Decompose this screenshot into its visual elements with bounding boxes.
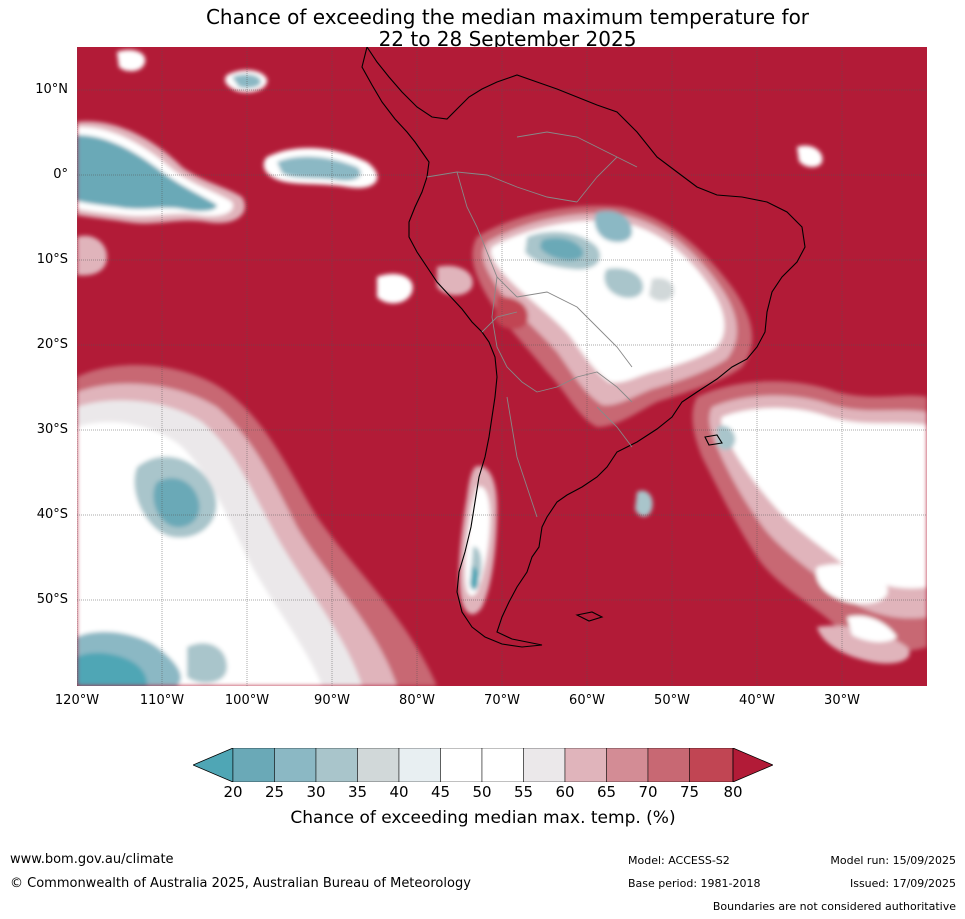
latitude-label-30s: 30°S [36, 422, 68, 437]
map-graticule [77, 47, 927, 686]
map-title-line-2: 22 to 28 September 2025 [378, 27, 637, 51]
model-run-date: Model run: 15/09/2025 [830, 854, 956, 867]
colorbar-segment-50-55 [481, 748, 524, 782]
longitude-label-120w: 120°W [54, 693, 100, 708]
colorbar-tick-60: 60 [555, 783, 575, 801]
colorbar-segment-20-25 [232, 748, 275, 782]
colorbar-label: Chance of exceeding median max. temp. (%… [290, 808, 676, 828]
colorbar-tick-80: 80 [723, 783, 743, 801]
colorbar-tick-30: 30 [306, 783, 326, 801]
issued-date: Issued: 17/09/2025 [849, 877, 956, 890]
country-boundaries [426, 131, 638, 518]
colorbar-segment-70-75 [647, 748, 690, 782]
longitude-label-110w: 110°W [139, 693, 185, 708]
copyright-notice: © Commonwealth of Australia 2025, Austra… [10, 876, 471, 891]
website-link[interactable]: www.bom.gov.au/climate [10, 852, 174, 867]
colorbar-segment-65-70 [606, 748, 649, 782]
colorbar-tick-45: 45 [430, 783, 451, 801]
south-atlantic-region [635, 145, 927, 664]
colorbar-tick-50: 50 [472, 783, 492, 801]
colorbar-tick-20: 20 [223, 783, 243, 801]
coastline [361, 47, 806, 648]
colorbar-segment-45-50 [440, 748, 483, 782]
base-period: Base period: 1981-2018 [628, 877, 761, 890]
southwest-pacific-region [77, 365, 437, 686]
colorbar [193, 748, 773, 782]
colorbar-tick-75: 75 [679, 783, 700, 801]
latitude-label-50s: 50°S [36, 592, 68, 607]
longitude-label-60w: 60°W [569, 693, 605, 708]
boundary-disclaimer: Boundaries are not considered authoritat… [712, 900, 956, 913]
patagonia-region [459, 466, 497, 615]
colorbar-segment-55-60 [523, 748, 566, 782]
longitude-label-100w: 100°W [224, 693, 270, 708]
latitude-label-40s: 40°S [36, 507, 68, 522]
probability-map [77, 47, 927, 686]
longitude-label-50w: 50°W [654, 693, 690, 708]
colorbar-segment-60-65 [564, 748, 607, 782]
longitude-label-80w: 80°W [399, 693, 435, 708]
colorbar-segment-75-80 [689, 748, 734, 782]
latitude-label-10s: 10°S [36, 252, 68, 267]
colorbar-segment-25-30 [274, 748, 317, 782]
latitude-label-20s: 20°S [36, 337, 68, 352]
colorbar-tick-25: 25 [264, 783, 285, 801]
model-name: Model: ACCESS-S2 [628, 854, 730, 867]
colorbar-tick-35: 35 [347, 783, 368, 801]
colorbar-segment-40-45 [398, 748, 441, 782]
colorbar-tick-40: 40 [389, 783, 409, 801]
map-title-line-1: Chance of exceeding the median maximum t… [205, 5, 810, 29]
colorbar-tick-65: 65 [596, 783, 617, 801]
longitude-label-70w: 70°W [484, 693, 520, 708]
colorbar-extend-high [732, 748, 773, 782]
colorbar-tick-55: 55 [513, 783, 534, 801]
colorbar-segment-30-35 [315, 748, 358, 782]
colorbar-tick-70: 70 [638, 783, 658, 801]
longitude-label-90w: 90°W [314, 693, 350, 708]
colorbar-segment-35-40 [357, 748, 400, 782]
latitude-label-0: 0° [53, 167, 68, 182]
longitude-label-30w: 30°W [824, 693, 860, 708]
brazil-interior-region [472, 205, 753, 427]
colorbar-extend-low [193, 748, 234, 782]
longitude-label-40w: 40°W [739, 693, 775, 708]
map-canvas [77, 47, 927, 686]
latitude-label-10n: 10°N [35, 82, 68, 97]
equatorial-pacific-region [77, 50, 473, 304]
